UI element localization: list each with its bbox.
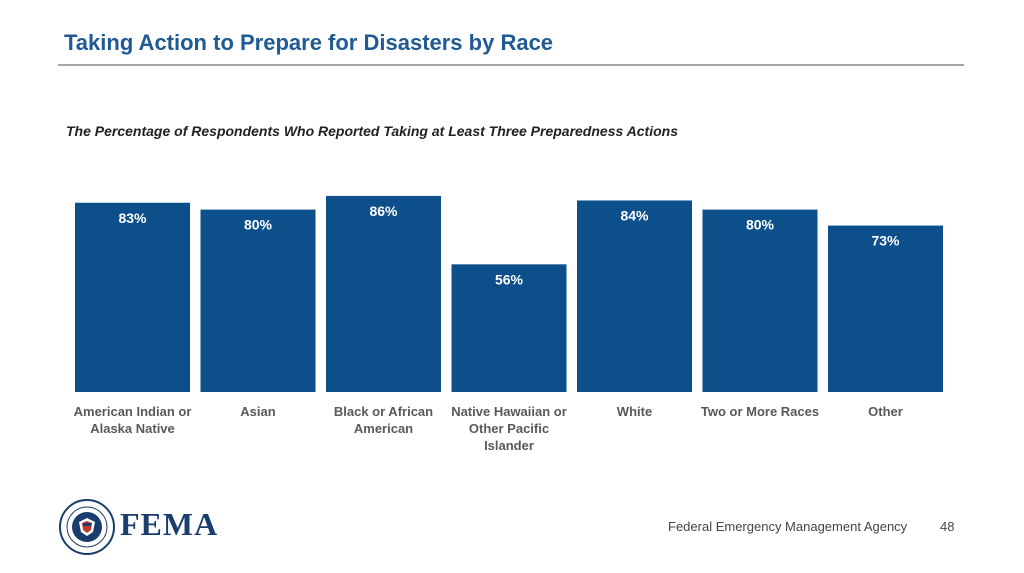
bar-value-label: 86%	[369, 203, 398, 219]
bar-value-label: 80%	[244, 217, 273, 233]
category-label: Asian	[240, 404, 275, 419]
category-label: White	[617, 404, 652, 419]
category-label: American Indian or Alaska Native	[74, 404, 192, 436]
bar-7	[828, 225, 943, 392]
title-divider	[58, 64, 964, 66]
bar-value-label: 80%	[746, 217, 775, 233]
footer-agency-name: Federal Emergency Management Agency	[668, 519, 908, 534]
bar-6	[702, 209, 818, 392]
bar-value-label: 73%	[871, 233, 900, 249]
category-label: Other	[868, 404, 903, 419]
fema-logo-text: FEMA	[120, 506, 219, 542]
bar-3	[326, 195, 441, 392]
bar-value-label: 83%	[118, 210, 147, 226]
category-label: Black or African American	[334, 404, 433, 436]
bar-5	[577, 200, 692, 392]
bar-value-label: 84%	[620, 207, 649, 223]
slide-title: Taking Action to Prepare for Disasters b…	[64, 30, 554, 55]
bar-value-label: 56%	[495, 271, 524, 287]
category-label: Two or More Races	[701, 404, 819, 419]
bar-4	[451, 264, 567, 392]
category-label: Native Hawaiian or Other Pacific Islander	[451, 404, 567, 453]
page-number: 48	[940, 519, 955, 534]
dhs-seal-logo	[59, 499, 115, 555]
bar-2	[200, 209, 316, 392]
bar-1	[75, 202, 190, 392]
chart-title: The Percentage of Respondents Who Report…	[66, 123, 678, 139]
